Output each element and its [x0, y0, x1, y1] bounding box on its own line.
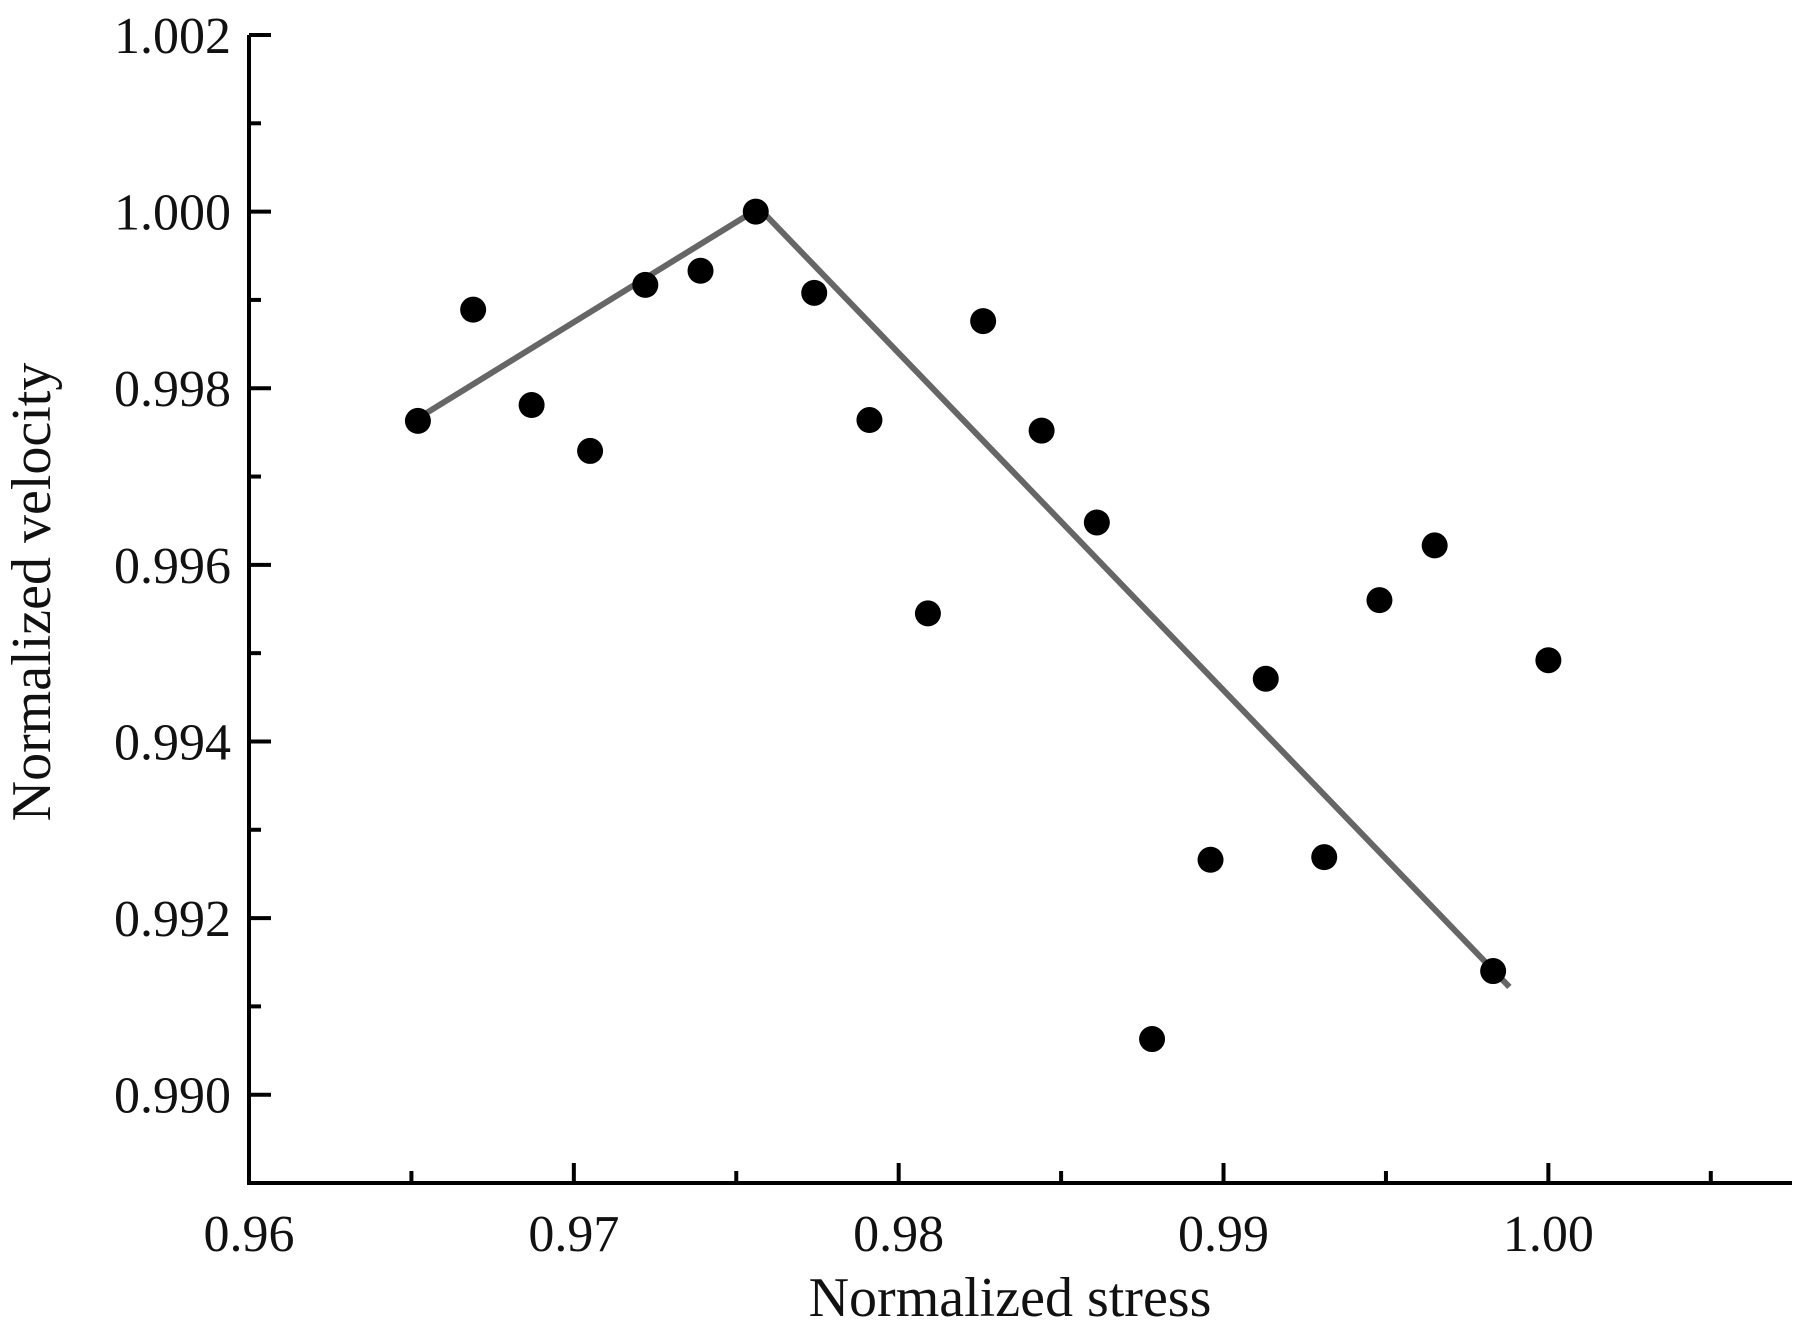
data-point: [856, 407, 883, 434]
data-point: [1139, 1026, 1166, 1053]
data-point: [460, 296, 487, 323]
data-point: [1535, 647, 1562, 674]
data-point: [970, 308, 997, 335]
data-point: [1421, 532, 1448, 559]
x-tick-label: 0.97: [528, 1206, 619, 1263]
data-point: [632, 271, 659, 298]
data-point: [518, 392, 545, 419]
data-point: [1480, 958, 1507, 985]
y-axis-title: Normalized velocity: [1, 363, 63, 822]
y-tick-label: 1.000: [114, 185, 231, 242]
y-tick-label: 0.996: [114, 538, 231, 595]
data-points-layer: [404, 198, 1562, 1053]
y-tick-label: 0.990: [114, 1068, 231, 1125]
y-tick-label: 0.994: [114, 714, 231, 771]
data-point: [687, 257, 714, 284]
x-tick-label: 0.98: [853, 1206, 944, 1263]
y-tick-label: 1.002: [114, 8, 231, 65]
x-tick-label: 0.99: [1178, 1206, 1269, 1263]
fit-line-layer: [416, 204, 1512, 990]
y-tick-label: 0.998: [114, 361, 231, 418]
y-ticks: 0.990 0.992 0.994 0.996 0.998 1.000 1.002: [114, 8, 271, 1185]
data-point: [1083, 509, 1110, 536]
data-point: [404, 407, 431, 434]
data-point: [1366, 587, 1393, 614]
x-tick-label: 0.96: [204, 1206, 295, 1263]
data-point: [1028, 417, 1055, 444]
y-tick-label: 0.992: [114, 891, 231, 948]
fit-line: [416, 204, 1512, 990]
data-point: [742, 198, 769, 225]
x-tick-label: 1.00: [1503, 1206, 1594, 1263]
data-point: [801, 279, 828, 306]
data-point: [1252, 665, 1279, 692]
axes-layer: [247, 35, 1792, 1185]
data-point: [1197, 846, 1224, 873]
data-point: [1311, 844, 1338, 871]
data-point: [914, 600, 941, 627]
data-point: [577, 437, 604, 464]
x-ticks: 0.96 0.97 0.98 0.99 1.00: [204, 1163, 1713, 1263]
x-axis-title: Normalized stress: [809, 1267, 1212, 1329]
